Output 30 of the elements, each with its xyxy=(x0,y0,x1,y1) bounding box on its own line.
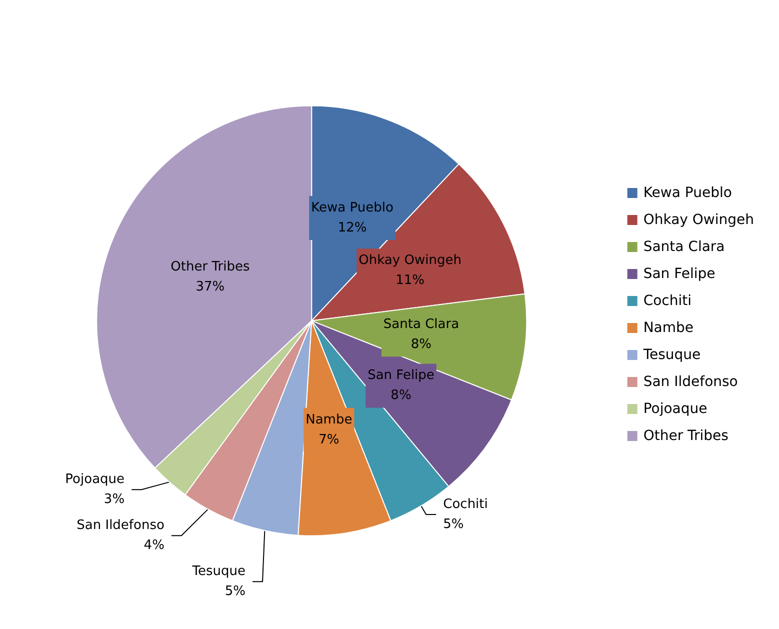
legend-label: San Felipe xyxy=(643,266,716,282)
legend-label: San Ildefonso xyxy=(643,374,738,390)
legend-label: Santa Clara xyxy=(643,239,725,255)
slice-label: Tesuque xyxy=(191,564,246,580)
slice-label: San Ildefonso xyxy=(76,518,164,534)
legend-label: Pojoaque xyxy=(643,401,708,417)
legend-label: Tesuque xyxy=(642,347,701,363)
data-label: 7% xyxy=(318,432,340,448)
slice-label: Kewa Pueblo xyxy=(311,200,394,216)
slice-label: San Felipe xyxy=(368,368,434,384)
data-label: 12% xyxy=(338,220,367,236)
slice-label: Cochiti xyxy=(443,496,488,512)
data-label: 4% xyxy=(144,538,164,554)
slice-label: Pojoaque xyxy=(65,472,125,488)
data-label: 3% xyxy=(104,492,125,508)
data-label: 8% xyxy=(410,337,432,352)
legend-label: Ohkay Owingeh xyxy=(643,212,754,228)
legend-label: Kewa Pueblo xyxy=(643,185,732,201)
slice-label: Ohkay Owingeh xyxy=(358,253,462,268)
legend-label: Cochiti xyxy=(643,293,692,309)
data-label: 5% xyxy=(224,584,246,600)
slice-label: Nambe xyxy=(306,412,352,428)
data-label: 37% xyxy=(196,279,225,294)
legend-label: Nambe xyxy=(643,320,694,336)
data-label: 8% xyxy=(390,388,412,404)
data-label: 11% xyxy=(396,273,425,288)
slice-label: Other Tribes xyxy=(170,259,250,274)
slice-label: Santa Clara xyxy=(383,317,460,332)
legend-label: Other Tribes xyxy=(643,428,728,444)
data-label: 5% xyxy=(443,516,464,532)
